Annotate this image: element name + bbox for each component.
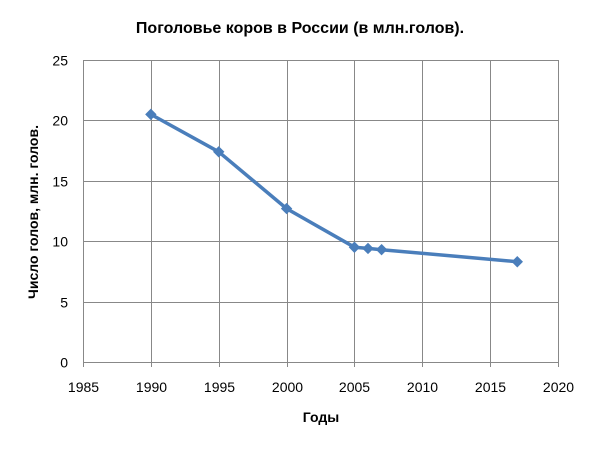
y-axis-title: Число голов, млн. голов. <box>25 125 41 299</box>
series <box>145 108 523 268</box>
data-point-marker <box>213 146 225 158</box>
data-point-marker <box>280 202 293 215</box>
x-tick-labels: 1985 1990 1995 2000 2005 2010 2015 2020 <box>68 379 574 395</box>
grid <box>83 60 559 363</box>
data-point-marker <box>348 241 361 253</box>
x-axis-title: Годы <box>303 409 339 425</box>
y-tick-label: 25 <box>52 53 68 69</box>
y-tick-labels: 0 5 10 15 20 25 <box>52 53 68 371</box>
x-tick-label: 1995 <box>204 379 235 395</box>
y-tick-label: 10 <box>52 234 68 250</box>
y-tick-label: 0 <box>60 355 68 371</box>
x-tick-label: 2015 <box>475 379 506 395</box>
y-tick-label: 20 <box>52 113 68 129</box>
data-point-marker <box>362 242 374 255</box>
data-point-marker <box>145 108 157 121</box>
x-tick-label: 2010 <box>407 379 438 395</box>
x-tick-label: 1985 <box>68 379 99 395</box>
x-tick-label: 2000 <box>272 379 303 395</box>
data-point-marker <box>511 256 523 268</box>
series-line <box>149 112 520 264</box>
chart-title: Поголовье коров в России (в млн.голов). <box>135 20 465 37</box>
x-tick-label: 2020 <box>543 379 574 395</box>
x-tick-label: 2005 <box>339 379 370 395</box>
data-point-marker <box>375 243 388 256</box>
y-tick-label: 15 <box>52 174 68 190</box>
x-tick-label: 1990 <box>136 379 167 395</box>
y-tick-label: 5 <box>60 295 68 311</box>
axes <box>83 60 559 367</box>
